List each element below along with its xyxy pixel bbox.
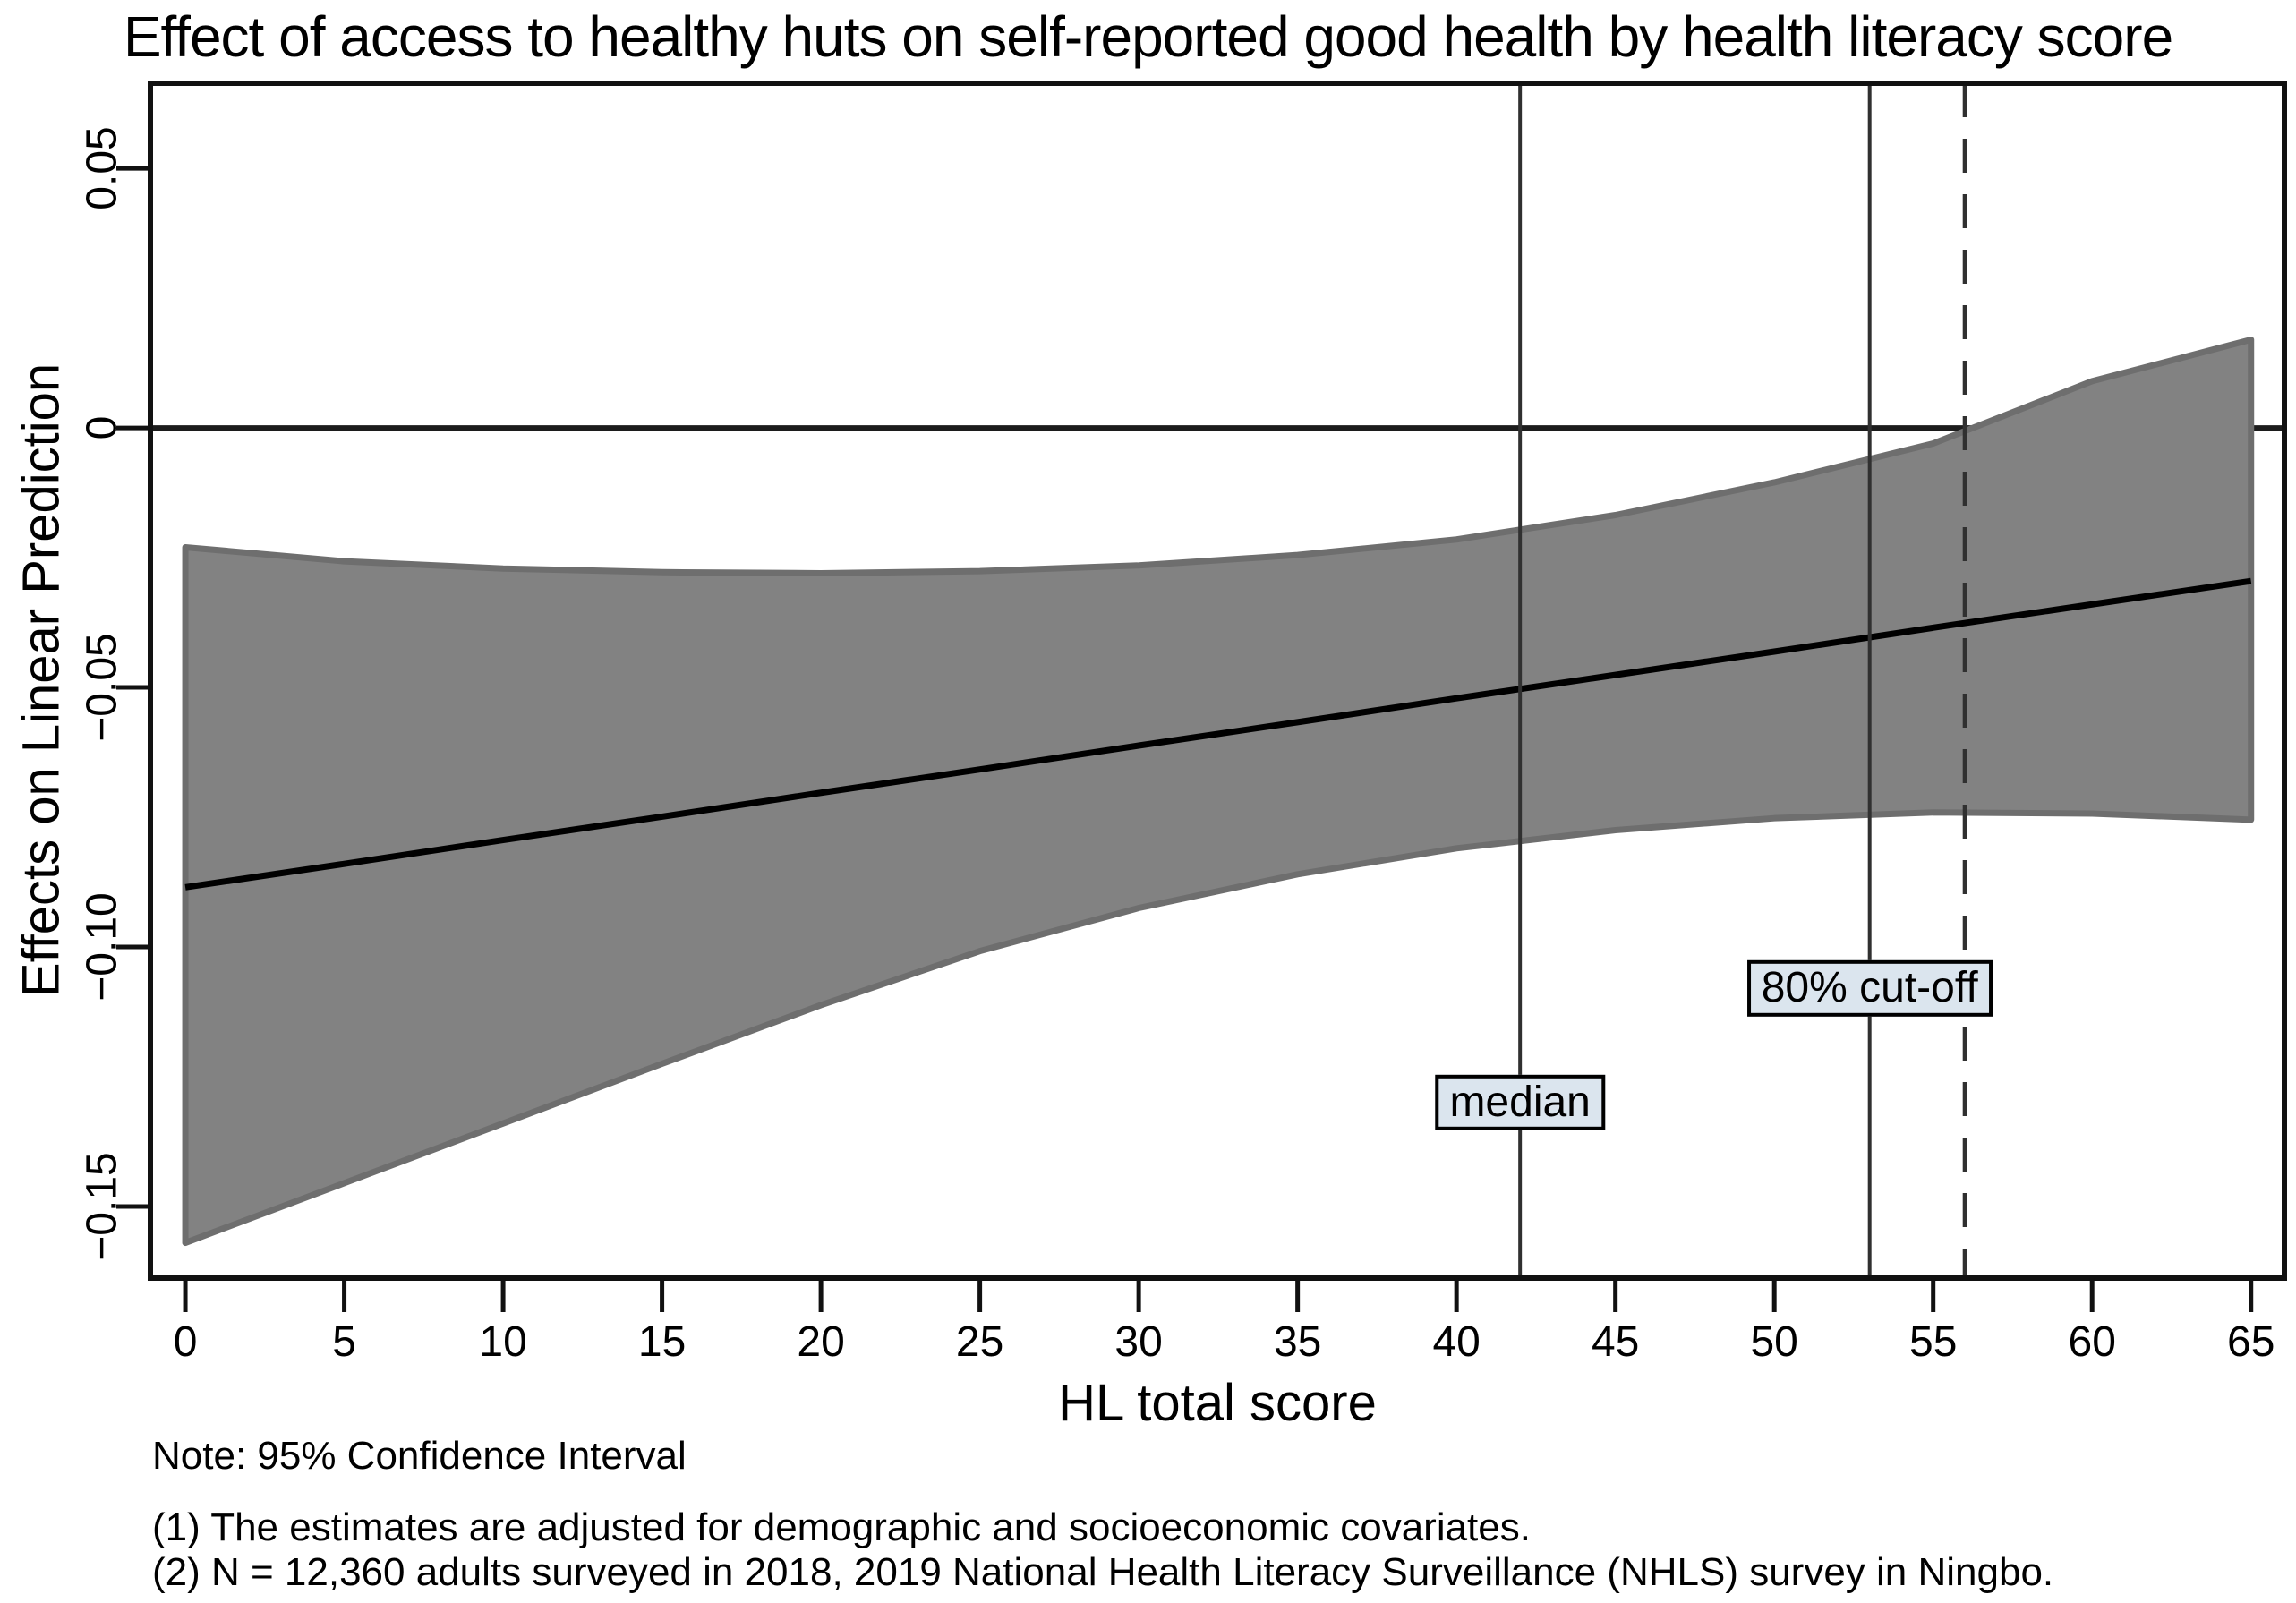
- x-tick-label: 10: [479, 1318, 527, 1366]
- x-tick-label: 20: [797, 1318, 845, 1366]
- x-tick-label: 0: [173, 1318, 198, 1366]
- x-tick-label: 15: [637, 1318, 687, 1366]
- y-tick-label: −0.10: [78, 892, 126, 1002]
- note-confidence-interval: Note: 95% Confidence Interval: [152, 1434, 687, 1478]
- x-tick-label: 25: [955, 1318, 1004, 1366]
- y-tick-label: 0: [78, 415, 126, 440]
- x-tick-label: 30: [1114, 1318, 1163, 1366]
- x-tick-label: 45: [1591, 1318, 1640, 1366]
- median-label-box: median: [1435, 1074, 1605, 1131]
- note-sample: (2) N = 12,360 adults surveyed in 2018, …: [152, 1550, 2054, 1594]
- x-tick-label: 35: [1273, 1318, 1322, 1366]
- x-tick-label: 5: [332, 1318, 356, 1366]
- x-axis-title: HL total score: [1058, 1374, 1377, 1432]
- chart-title: Effect of access to healthy huts on self…: [123, 4, 2173, 69]
- x-tick-label: 60: [2068, 1318, 2116, 1366]
- y-tick-label: −0.15: [78, 1152, 126, 1261]
- note-covariates: (1) The estimates are adjusted for demog…: [152, 1505, 1531, 1549]
- y-tick-label: −0.05: [78, 633, 126, 742]
- x-tick-label: 55: [1908, 1318, 1958, 1366]
- x-tick-label: 40: [1432, 1318, 1481, 1366]
- x-tick-label: 50: [1750, 1318, 1798, 1366]
- x-tick-label: 65: [2227, 1318, 2275, 1366]
- plot-border: [148, 81, 2287, 1281]
- 80-cut-off-label-box: 80% cut-off: [1746, 960, 1993, 1017]
- y-tick-label: 0.05: [78, 126, 126, 210]
- confidence-band: [182, 336, 2255, 1247]
- effect-line: [184, 577, 2252, 891]
